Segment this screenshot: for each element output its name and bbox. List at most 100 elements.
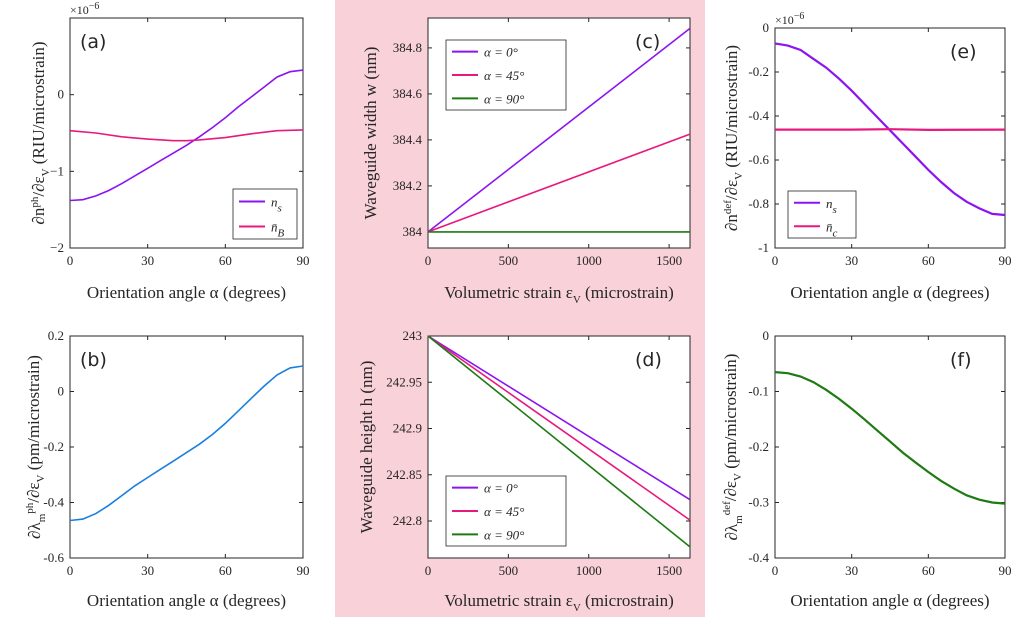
plot-area [774,335,1006,559]
legend-entry: α = 0° [484,481,518,496]
legend-entry: α = 90° [484,527,524,542]
y-tick-label: -0.2 [748,64,769,79]
series-line-1 [427,335,691,501]
legend-entry: α = 45° [484,504,524,519]
series-line-2 [427,133,691,233]
x-tick-label: 0 [425,563,432,578]
y-axis-label: ∂λmph/∂εV (pm/microstrain) [24,355,48,539]
x-tick-label: 1500 [656,253,682,268]
y-tick-label: -0.6 [748,152,769,167]
y-tick-label: 0 [58,87,65,102]
x-tick-label: 0 [67,563,74,578]
legend-entry: ns [826,196,837,216]
panel-label: (c) [635,31,660,53]
y-tick-label: -0.2 [748,439,769,454]
y-tick-label: -0.4 [748,108,769,123]
panel-a: 0 30 60 90 −2 −1 0 (a) ×10−6 Orientation angle α … [29,1,310,302]
legend-entry: α = 45° [484,68,524,83]
y-axis-label: ∂nph/∂εV (RIU/microstrain) [29,41,52,224]
y-tick-label: -0.3 [748,495,769,510]
panels: 0 30 60 90 −2 −1 0 (a) ×10−6 Orientation angle α … [24,1,1012,614]
x-tick-label: 0 [772,563,779,578]
y-tick-label: −1 [50,163,64,178]
y-tick-label: -0.4 [748,550,769,565]
series-line-1 [69,365,304,522]
x-tick-label: 90 [297,563,310,578]
y-tick-label: 0 [58,384,65,399]
y-axis-label: Waveguide width w (nm) [361,47,380,220]
y-tick-label: 242.8 [393,513,422,528]
panel-label: (f) [950,349,972,371]
x-tick-label: 60 [922,563,935,578]
panel-label: (b) [80,349,107,371]
x-axis-label: Volumetric strain εV (microstrain) [444,591,674,614]
y-tick-label: 242.95 [386,374,422,389]
panel-label: (a) [80,31,106,53]
legend-entry: α = 90° [484,91,524,106]
y-tick-label: -0.4 [43,495,64,510]
plot-area [69,335,304,559]
panel-b: 0 30 60 90 -0.6 -0.4 -0.2 0 0.2 (b) Orientation an… [24,328,310,610]
legend-entry: n̄c [826,219,838,239]
x-tick-label: 500 [499,253,519,268]
exponent-label: ×10−6 [70,1,99,17]
y-tick-label: 242.85 [386,467,422,482]
y-tick-label: 384.6 [393,86,423,101]
y-tick-label: -0.8 [748,196,769,211]
y-tick-label: 0 [763,20,770,35]
y-tick-label: -0.1 [748,384,769,399]
legend: ns n̄c [787,190,857,239]
y-tick-label: 384.2 [393,178,422,193]
x-tick-label: 0 [425,253,432,268]
y-tick-label: 384 [403,224,423,239]
x-tick-label: 500 [499,563,519,578]
series-line-2 [69,129,304,142]
y-tick-label: -1 [758,240,769,255]
y-tick-label: 242.9 [393,421,422,436]
x-tick-label: 60 [219,253,232,268]
legend-entry: α = 0° [484,45,518,60]
x-tick-label: 0 [67,253,74,268]
x-axis-label: Orientation angle α (degrees) [87,283,286,302]
x-tick-label: 60 [219,563,232,578]
panel-d: 0 500 1000 1500 242.8 242.85 242.9 242.95 243 (d)… [357,328,691,614]
panel-e: 0 30 60 90 -1 -0.8 -0.6 -0.4 -0.2 0 (e) ×10−6 Orient… [722,11,1012,302]
legend: α = 0° α = 45° α = 90° [445,39,567,111]
x-axis-label: Orientation angle α (degrees) [790,591,989,610]
y-tick-label: -0.6 [43,550,64,565]
y-tick-label: 0 [763,328,770,343]
x-tick-label: 30 [845,563,858,578]
legend-entry: ns [271,195,282,215]
x-axis-label: Volumetric strain εV (microstrain) [444,283,674,306]
x-tick-label: 90 [297,253,310,268]
legend-box [232,188,298,240]
y-tick-label: 0.2 [48,328,64,343]
y-axis-label: ∂ndef/∂εV (RIU/microstrain) [722,45,745,231]
x-tick-label: 60 [922,253,935,268]
x-tick-label: 1500 [656,563,682,578]
y-tick-label: -0.2 [43,439,64,454]
y-tick-label: 384.4 [393,132,423,147]
y-tick-label: 243 [403,328,423,343]
legend: ns n̄B [232,188,298,240]
panel-c: 0 500 1000 1500 384 384.2 384.4 384.6 384.8 (c) Vo… [361,17,691,306]
x-tick-label: 30 [141,253,154,268]
legend-entry: n̄B [271,220,285,240]
x-tick-label: 90 [999,563,1012,578]
x-tick-label: 0 [772,253,779,268]
y-tick-label: −2 [50,240,64,255]
panel-f: 0 30 60 90 -0.4 -0.3 -0.2 -0.1 0 (f) Orientation a… [721,328,1012,610]
x-tick-label: 90 [999,253,1012,268]
x-tick-label: 30 [141,563,154,578]
y-axis-label: ∂λmdef/∂εV (pm/microstrain) [721,354,745,541]
x-tick-label: 1000 [576,563,602,578]
panel-label: (e) [950,41,977,63]
series-line-2 [775,128,1006,132]
exponent-label: ×10−6 [775,11,804,27]
series-line-1 [69,69,304,202]
y-tick-label: 384.8 [393,40,422,55]
legend: α = 0° α = 45° α = 90° [445,475,567,547]
x-tick-label: 1000 [576,253,602,268]
panel-label: (d) [635,349,662,371]
